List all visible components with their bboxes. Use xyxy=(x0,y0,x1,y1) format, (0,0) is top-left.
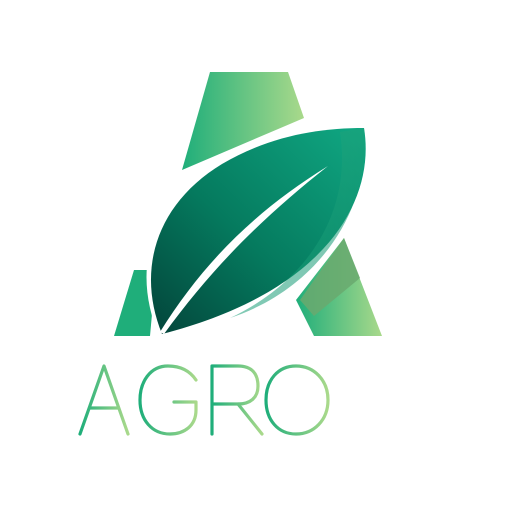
letter-a-shape xyxy=(114,72,382,336)
wordmark-graphic xyxy=(78,364,330,436)
leaf-icon xyxy=(146,124,369,338)
